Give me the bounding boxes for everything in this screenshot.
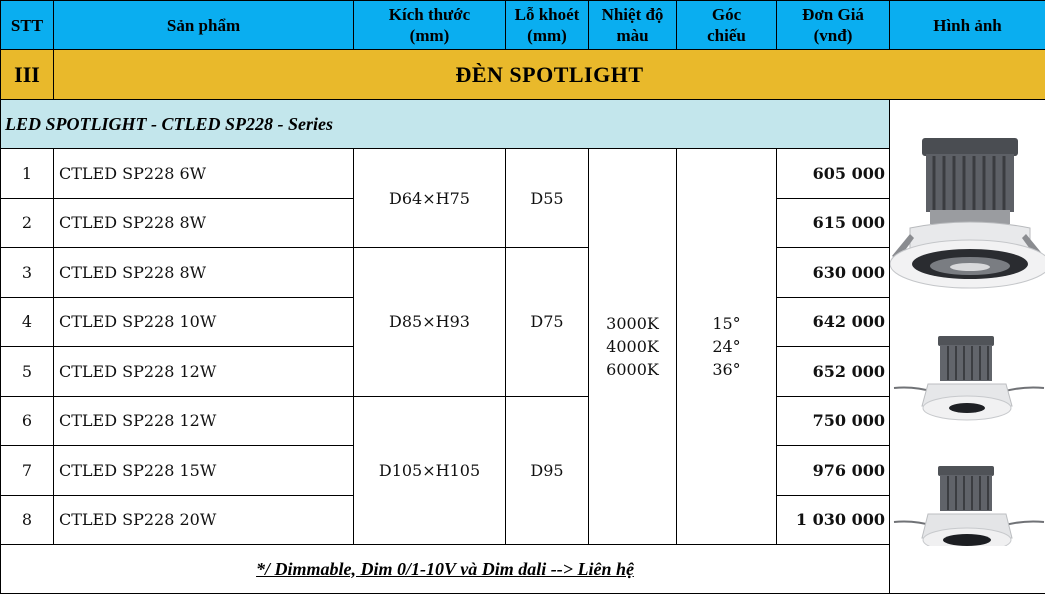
group-size: D85×H93 xyxy=(353,247,506,397)
row-price: 976 000 xyxy=(776,445,890,496)
spotlight-lamp-icon xyxy=(893,466,1045,553)
series-row: LED SPOTLIGHT - CTLED SP228 - Series xyxy=(0,99,1045,594)
product-images-svg xyxy=(890,138,1045,553)
row-product: CTLED SP228 12W xyxy=(53,346,354,397)
row-product: CTLED SP228 20W xyxy=(53,494,354,545)
header-price: Đơn Giá (vnđ) xyxy=(776,0,890,50)
beam-angles: 15° 24° 36° xyxy=(676,148,777,545)
row-product: CTLED SP228 15W xyxy=(53,445,354,496)
header-row: STT Sản phẩm Kích thước (mm) Lỗ khoét (mm)… xyxy=(0,0,1045,50)
footnote: */ Dimmable, Dim 0/1-10V và Dim dali -->… xyxy=(0,544,890,594)
header-beam-angle: Góc chiếu xyxy=(676,0,777,50)
section-number: III xyxy=(0,49,54,100)
row-price: 652 000 xyxy=(776,346,890,397)
header-stt: STT xyxy=(0,0,54,50)
group-cutout: D75 xyxy=(505,247,589,397)
color-temps: 3000K 4000K 6000K xyxy=(588,148,677,545)
row-stt: 5 xyxy=(0,346,54,397)
table-row: 4 CTLED SP228 10W 642 000 xyxy=(0,296,1045,347)
row-price: 615 000 xyxy=(776,197,890,248)
header-cutout: Lỗ khoét (mm) xyxy=(505,0,589,50)
row-stt: 2 xyxy=(0,197,54,248)
table-row: 1 CTLED SP228 6W D64×H75 D55 3000K 4000K 6… xyxy=(0,148,1045,545)
row-stt: 8 xyxy=(0,494,54,545)
row-stt: 6 xyxy=(0,395,54,446)
series-label: LED SPOTLIGHT - CTLED SP228 - Series xyxy=(0,99,890,149)
row-product: CTLED SP228 8W xyxy=(53,197,354,248)
row-product: CTLED SP228 6W xyxy=(53,148,354,199)
row-price: 750 000 xyxy=(776,395,890,446)
group-size: D64×H75 xyxy=(353,148,506,248)
footnote-text: */ Dimmable, Dim 0/1-10V và Dim dali -->… xyxy=(256,558,634,579)
table-row: 5 CTLED SP228 12W 652 000 xyxy=(0,346,1045,397)
row-stt: 7 xyxy=(0,445,54,496)
row-product: CTLED SP228 10W xyxy=(53,296,354,347)
header-color-temp: Nhiệt độ màu xyxy=(588,0,677,50)
group-cutout: D95 xyxy=(505,395,589,545)
table-row: 8 CTLED SP228 20W 1 030 000 xyxy=(0,494,1045,545)
row-product: CTLED SP228 8W xyxy=(53,247,354,298)
spotlight-lamp-icon xyxy=(890,138,1045,289)
header-product: Sản phẩm xyxy=(53,0,354,50)
row-stt: 3 xyxy=(0,247,54,298)
section-row: III ĐÈN SPOTLIGHT xyxy=(0,49,1045,100)
header-image: Hình ảnh xyxy=(889,0,1045,50)
row-price: 605 000 xyxy=(776,148,890,199)
product-images xyxy=(889,99,1045,594)
header-size: Kích thước (mm) xyxy=(353,0,506,50)
group-size: D105×H105 xyxy=(353,395,506,545)
row-price: 630 000 xyxy=(776,247,890,298)
group-cutout: D55 xyxy=(505,148,589,248)
row-price: 1 030 000 xyxy=(776,494,890,545)
table-row: 6 CTLED SP228 12W D105×H105 D95 750 000 xyxy=(0,395,1045,545)
section-title: ĐÈN SPOTLIGHT xyxy=(53,49,1045,100)
footnote-row: */ Dimmable, Dim 0/1-10V và Dim dali -->… xyxy=(0,544,1045,594)
row-price: 642 000 xyxy=(776,296,890,347)
spotlight-lamp-icon xyxy=(893,336,1045,421)
table-row: 3 CTLED SP228 8W D85×H93 D75 630 000 xyxy=(0,247,1045,397)
row-product: CTLED SP228 12W xyxy=(53,395,354,446)
row-stt: 4 xyxy=(0,296,54,347)
row-stt: 1 xyxy=(0,148,54,199)
